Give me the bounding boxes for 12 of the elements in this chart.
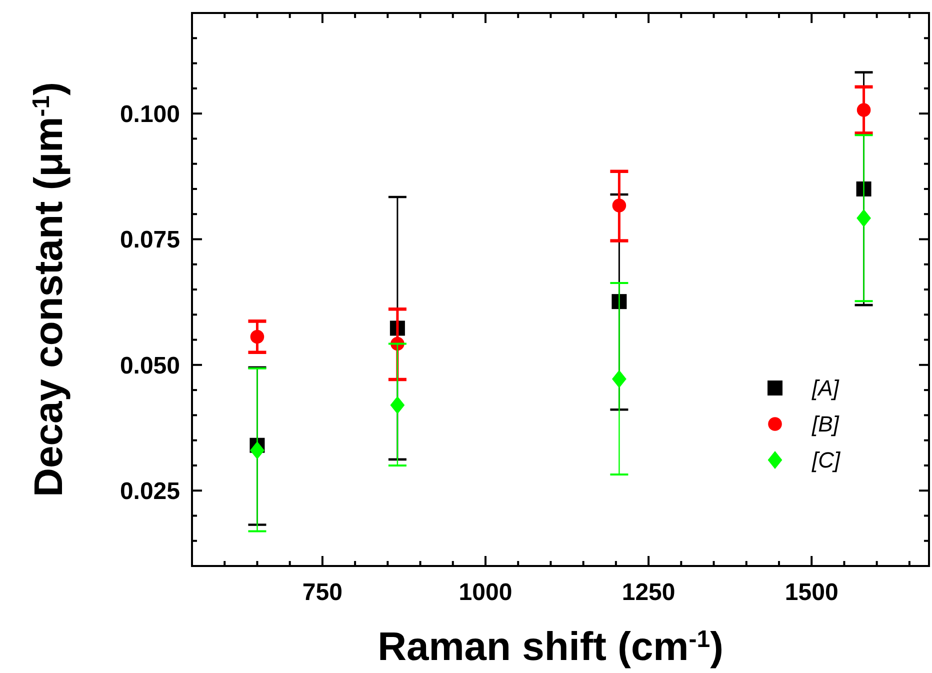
y-tick-label: 0.025 [120,478,180,505]
legend-label: [B] [811,412,840,437]
x-tick-label: 1000 [458,579,512,606]
y-tick-label: 0.050 [120,352,180,380]
x-axis-title: Raman shift (cm$^{-1}$) [378,625,724,669]
y-tick-label: 0.100 [120,100,180,128]
x-tick-label: 1250 [622,579,676,606]
legend-label: [C] [811,448,841,473]
x-tick-label: 1500 [784,579,838,606]
legend-label: [A] [811,376,840,401]
y-tick-label: 0.075 [120,226,180,254]
x-tick-label: 750 [302,579,342,606]
